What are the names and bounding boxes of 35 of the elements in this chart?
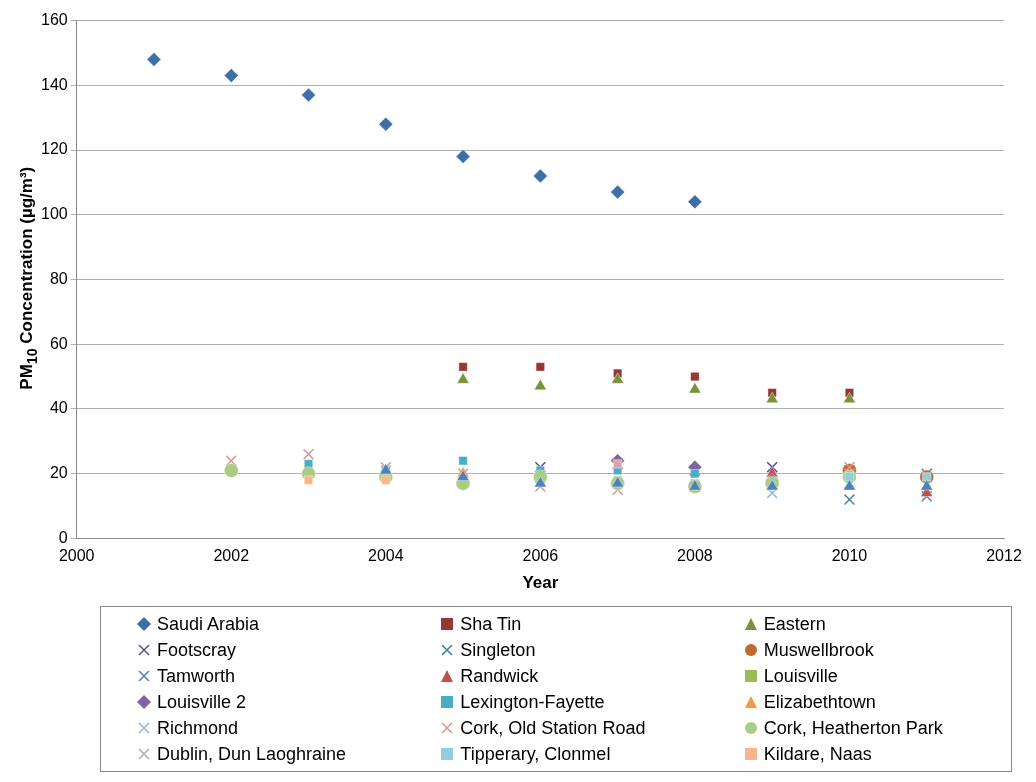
y-tick-label: 0 bbox=[58, 528, 68, 546]
y-tick-label: 60 bbox=[49, 334, 68, 352]
y-tick-label: 120 bbox=[40, 140, 68, 158]
x-tick-label: 2000 bbox=[58, 547, 95, 565]
legend-label: Tipperary, Clonmel bbox=[460, 743, 611, 765]
x-tick-label: 2008 bbox=[677, 547, 713, 565]
legend-label: Saudi Arabia bbox=[157, 613, 260, 635]
legend-label: Randwick bbox=[460, 665, 539, 687]
y-tick-label: 140 bbox=[40, 75, 68, 93]
legend-label: Singleton bbox=[460, 639, 536, 661]
legend-label: Footscray bbox=[157, 639, 237, 661]
legend-label: Cork, Old Station Road bbox=[460, 717, 646, 739]
legend-label: Sha Tin bbox=[460, 613, 522, 635]
y-tick-label: 80 bbox=[49, 269, 68, 287]
legend-label: Richmond bbox=[157, 717, 239, 739]
legend-label: Louisville bbox=[763, 665, 838, 687]
legend-label: Tamworth bbox=[157, 665, 236, 687]
y-tick-label: 100 bbox=[40, 205, 68, 223]
legend-label: Elizabethtown bbox=[763, 691, 876, 713]
x-axis-title: Year bbox=[522, 573, 559, 593]
x-tick-label: 2006 bbox=[522, 547, 559, 565]
legend-label: Dublin, Dun Laoghraine bbox=[157, 743, 347, 765]
legend-label: Louisville 2 bbox=[157, 691, 247, 713]
x-tick-label: 2002 bbox=[213, 547, 250, 565]
legend-label: Kildare, Naas bbox=[763, 743, 872, 765]
x-tick-label: 2010 bbox=[831, 547, 868, 565]
y-tick-label: 160 bbox=[40, 11, 68, 29]
legend-label: Cork, Heatherton Park bbox=[763, 717, 943, 739]
legend-label: Lexington-Fayette bbox=[460, 691, 605, 713]
y-tick-label: 20 bbox=[49, 464, 68, 482]
legend-label: Eastern bbox=[763, 613, 826, 635]
legend-label: Muswellbrook bbox=[763, 639, 874, 661]
x-tick-label: 2012 bbox=[986, 547, 1022, 565]
y-tick-label: 40 bbox=[49, 399, 68, 417]
x-tick-label: 2004 bbox=[368, 547, 404, 565]
